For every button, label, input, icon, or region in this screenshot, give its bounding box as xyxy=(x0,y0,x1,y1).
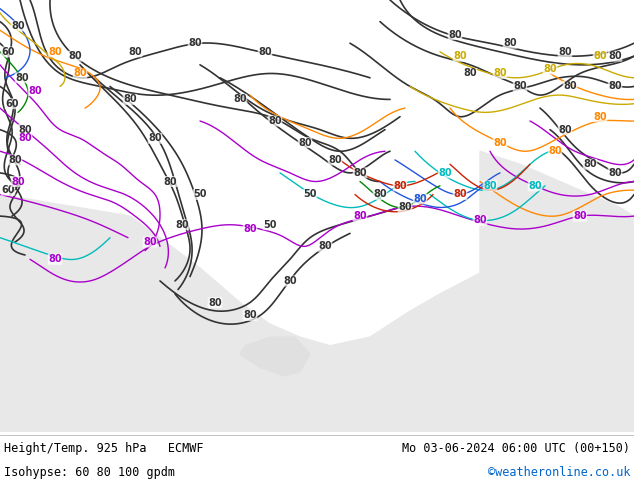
Text: 50: 50 xyxy=(263,220,277,230)
Text: 80: 80 xyxy=(608,81,622,92)
Text: 80: 80 xyxy=(28,86,42,96)
Text: 80: 80 xyxy=(128,47,142,57)
Text: ©weatheronline.co.uk: ©weatheronline.co.uk xyxy=(488,466,630,479)
Text: 80: 80 xyxy=(548,146,562,156)
Text: 80: 80 xyxy=(463,69,477,78)
Text: 80: 80 xyxy=(453,190,467,199)
Text: 60: 60 xyxy=(1,47,15,57)
Text: 80: 80 xyxy=(73,69,87,78)
Text: 80: 80 xyxy=(563,81,577,92)
Text: 50: 50 xyxy=(303,190,317,199)
Text: Mo 03-06-2024 06:00 UTC (00+150): Mo 03-06-2024 06:00 UTC (00+150) xyxy=(402,441,630,455)
Text: 80: 80 xyxy=(48,254,61,264)
Text: 80: 80 xyxy=(413,194,427,204)
Text: 80: 80 xyxy=(8,155,22,165)
Text: 80: 80 xyxy=(483,181,497,191)
Polygon shape xyxy=(480,151,634,432)
Text: 80: 80 xyxy=(398,202,412,213)
Text: 80: 80 xyxy=(353,168,367,178)
Text: 80: 80 xyxy=(11,21,25,31)
Text: 80: 80 xyxy=(493,69,507,78)
Text: 80: 80 xyxy=(393,181,407,191)
Text: 80: 80 xyxy=(68,51,82,61)
Text: 80: 80 xyxy=(558,47,572,57)
Text: 80: 80 xyxy=(328,155,342,165)
Text: 50: 50 xyxy=(193,190,207,199)
Text: 80: 80 xyxy=(175,220,189,230)
Text: 80: 80 xyxy=(208,297,222,308)
Text: 80: 80 xyxy=(558,124,572,135)
Text: 80: 80 xyxy=(493,138,507,147)
Text: 80: 80 xyxy=(143,237,157,247)
Text: 80: 80 xyxy=(243,224,257,234)
Text: 80: 80 xyxy=(373,190,387,199)
Text: 80: 80 xyxy=(473,216,487,225)
Text: 60: 60 xyxy=(5,98,19,109)
Text: 80: 80 xyxy=(258,47,272,57)
Text: 80: 80 xyxy=(448,29,462,40)
Text: 80: 80 xyxy=(593,51,607,61)
Polygon shape xyxy=(240,337,310,376)
Text: 80: 80 xyxy=(608,168,622,178)
Polygon shape xyxy=(0,195,634,432)
Text: 80: 80 xyxy=(188,38,202,48)
Text: 80: 80 xyxy=(48,47,61,57)
Text: 80: 80 xyxy=(11,176,25,187)
Text: 80: 80 xyxy=(148,133,162,143)
Text: 80: 80 xyxy=(163,176,177,187)
Text: 80: 80 xyxy=(233,95,247,104)
Text: 60: 60 xyxy=(1,185,15,195)
Text: 80: 80 xyxy=(453,51,467,61)
Text: 80: 80 xyxy=(318,242,332,251)
Text: 80: 80 xyxy=(573,211,587,221)
Text: 80: 80 xyxy=(583,159,597,169)
Text: 80: 80 xyxy=(593,112,607,122)
Text: 80: 80 xyxy=(513,81,527,92)
Text: 80: 80 xyxy=(298,138,312,147)
Text: 80: 80 xyxy=(15,73,29,83)
Text: 80: 80 xyxy=(268,116,281,126)
Text: 80: 80 xyxy=(438,168,452,178)
Text: 80: 80 xyxy=(243,311,257,320)
Text: 80: 80 xyxy=(18,133,32,143)
Text: 80: 80 xyxy=(608,51,622,61)
Text: 80: 80 xyxy=(283,276,297,286)
Text: 80: 80 xyxy=(528,181,542,191)
Text: 80: 80 xyxy=(543,64,557,74)
Text: 80: 80 xyxy=(503,38,517,48)
Text: Isohypse: 60 80 100 gpdm: Isohypse: 60 80 100 gpdm xyxy=(4,466,175,479)
Text: 80: 80 xyxy=(353,211,367,221)
Text: 80: 80 xyxy=(123,95,137,104)
Text: Height/Temp. 925 hPa   ECMWF: Height/Temp. 925 hPa ECMWF xyxy=(4,441,204,455)
Text: 80: 80 xyxy=(18,124,32,135)
